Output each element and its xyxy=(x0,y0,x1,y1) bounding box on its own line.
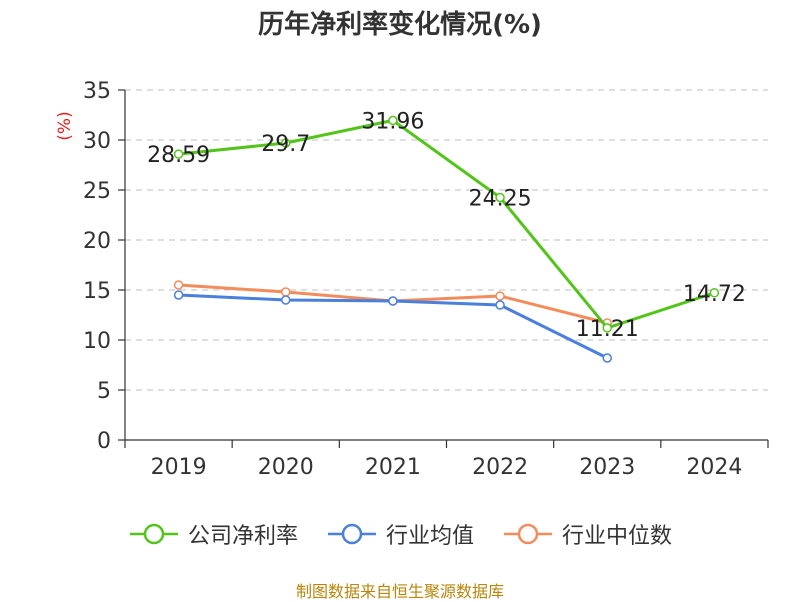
y-axis-title: (%) xyxy=(55,111,75,140)
x-tick-label: 2020 xyxy=(258,455,314,480)
data-point xyxy=(281,295,291,305)
x-tick-label: 2023 xyxy=(579,455,635,480)
y-tick-label: 35 xyxy=(83,79,111,104)
legend-label: 行业中位数 xyxy=(562,524,673,549)
y-tick-label: 20 xyxy=(83,229,111,254)
data-label: 11.21 xyxy=(576,317,639,342)
data-point xyxy=(495,300,505,310)
data-label: 24.25 xyxy=(469,187,532,212)
data-point xyxy=(388,296,398,306)
series-line xyxy=(178,118,715,330)
label-layer: 28.59 29.7 31.96 24.25 11.21 14.72 xyxy=(147,109,746,342)
data-label: 29.7 xyxy=(261,132,310,157)
x-tick-label: 2019 xyxy=(151,455,207,480)
axis-layer: 0 5 10 15 20 25 30 35 2019 2020 2021 2022 2023 2024 (%… xyxy=(55,79,769,480)
legend: 公司净利率 行业均值 行业中位数 xyxy=(0,518,800,550)
data-label: 28.59 xyxy=(147,143,210,168)
x-tick-label: 2021 xyxy=(365,455,421,480)
data-label: 14.72 xyxy=(683,282,746,307)
x-tick-label: 2022 xyxy=(472,455,528,480)
data-point xyxy=(602,323,612,333)
x-tick-label: 2024 xyxy=(686,455,742,480)
data-point xyxy=(281,287,291,297)
legend-item[interactable]: 行业均值 xyxy=(326,518,474,550)
legend-marker-icon xyxy=(327,523,376,545)
data-point xyxy=(495,291,505,301)
data-point xyxy=(709,288,720,298)
chart-title: 历年净利率变化情况(%) xyxy=(258,10,542,40)
series-layer xyxy=(173,115,720,363)
y-tick-label: 25 xyxy=(83,179,111,204)
legend-label: 行业均值 xyxy=(385,524,474,549)
data-label: 31.96 xyxy=(361,109,424,134)
legend-label: 公司净利率 xyxy=(187,524,298,549)
data-point xyxy=(173,290,184,300)
data-point xyxy=(173,280,184,290)
legend-item[interactable]: 公司净利率 xyxy=(128,518,298,550)
data-point xyxy=(602,353,612,363)
y-tick-label: 30 xyxy=(83,129,111,154)
y-tick-label: 15 xyxy=(83,279,111,304)
grid-layer xyxy=(125,89,768,391)
data-point xyxy=(173,149,184,159)
data-point xyxy=(281,138,291,148)
legend-item[interactable]: 行业中位数 xyxy=(502,518,672,550)
data-point xyxy=(495,192,505,203)
legend-marker-icon xyxy=(129,523,178,545)
source-note: 制图数据来自恒生聚源数据库 xyxy=(295,582,504,601)
legend-marker-icon xyxy=(504,523,552,545)
y-tick-label: 0 xyxy=(97,429,111,454)
y-tick-label: 10 xyxy=(83,329,111,354)
y-tick-label: 5 xyxy=(97,379,111,404)
data-point xyxy=(388,115,398,126)
